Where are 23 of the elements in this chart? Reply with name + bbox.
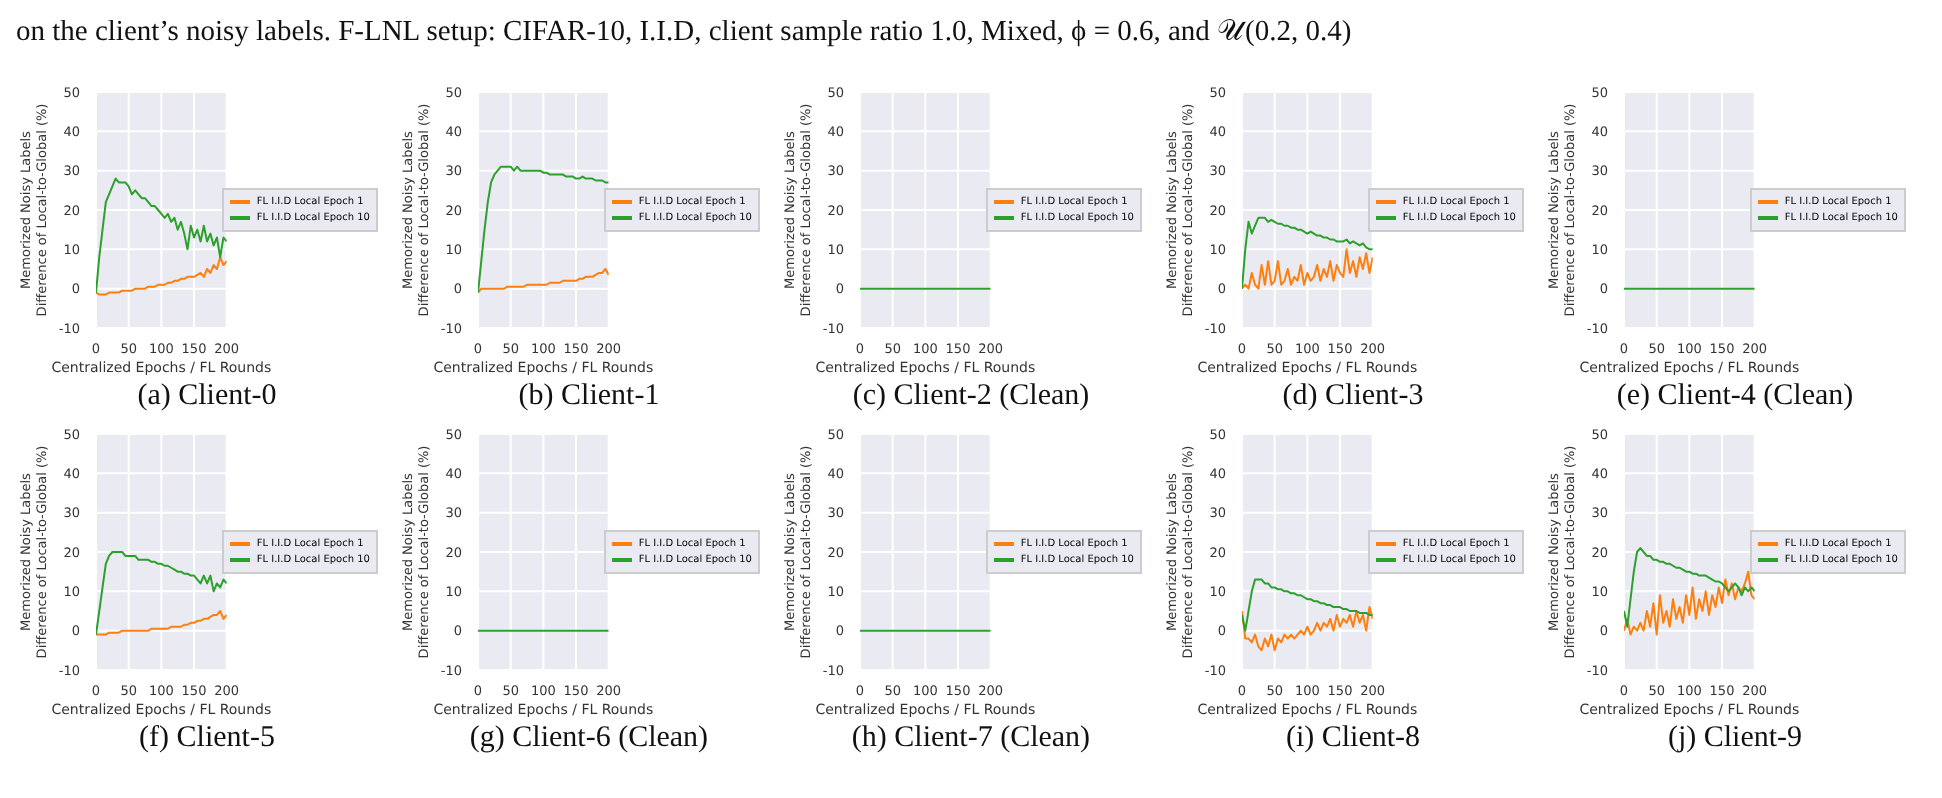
line-series — [478, 268, 609, 294]
text: (g) Client-6 (Clean) — [467, 722, 711, 756]
text: (j) Client-9 — [1665, 722, 1805, 756]
line-series — [1624, 547, 1755, 628]
text: (f) Client-5 — [137, 722, 277, 756]
line-series — [1242, 606, 1373, 652]
line-series — [1242, 578, 1373, 632]
text: (b) Client-1 — [516, 380, 662, 414]
line-series — [96, 610, 227, 636]
text: (d) Client-3 — [1280, 380, 1426, 414]
text: (e) Client-4 (Clean) — [1614, 380, 1856, 414]
text: on the client’s noisy labels. F-LNL setup: CIFAR-10, I.I.D, client sample ratio 1.0, Mixed, ϕ = 0.6, and 𝒰(0.2, 0.4) — [16, 16, 1354, 50]
text: (i) Client-8 — [1283, 722, 1423, 756]
text: (h) Client-7 (Clean) — [849, 722, 1093, 756]
line-series — [96, 177, 227, 294]
text: (a) Client-0 — [135, 380, 279, 414]
text: (c) Client-2 (Clean) — [850, 380, 1092, 414]
line-series — [1242, 248, 1373, 290]
line-series — [96, 256, 227, 296]
line-series — [1624, 570, 1755, 636]
line-series — [478, 165, 609, 294]
line-series — [96, 551, 227, 636]
line-series — [1242, 216, 1373, 290]
